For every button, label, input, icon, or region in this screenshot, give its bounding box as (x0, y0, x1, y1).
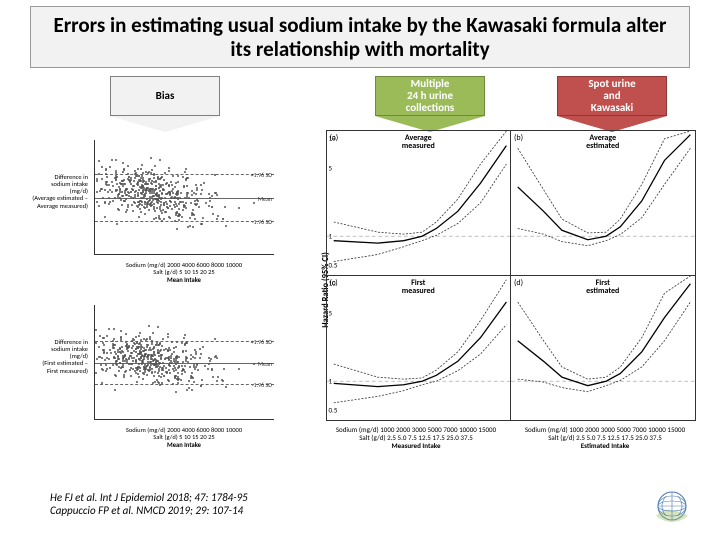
arrow-spot: Spot urineandKawasaki (557, 76, 667, 132)
refline (95, 174, 274, 175)
refline-annot: -1.96 SD (252, 218, 272, 226)
hazard-panel-a: (a)Averagemeasured0.51510 (326, 130, 512, 276)
arrow-bias: Bias (110, 76, 220, 132)
hazard-grid: Hazard Ratio (95% CI) (a)Averagemeasured… (300, 130, 695, 450)
scatter-bottom-plot: +1.96 SD Mean -1.96 SD (94, 305, 274, 420)
slide-title: Errors in estimating usual sodium intake… (30, 6, 690, 68)
scatter-bottom-xlabel: Sodium (mg/d) 2000 4000 6000 8000 10000S… (94, 427, 274, 450)
arrow-bias-label: Bias (110, 76, 220, 116)
refline-annot: Mean (258, 360, 272, 368)
scatter-top-ylabel: Difference insodium intake(mg/d)(Average… (30, 174, 88, 210)
scatter-column: Difference insodium intake(mg/d)(Average… (34, 130, 284, 460)
refline-annot: +1.96 SD (251, 338, 272, 346)
scatter-top: Difference insodium intake(mg/d)(Average… (34, 130, 284, 285)
scatter-top-plot: +1.96 SD Mean -1.96 SD (94, 140, 274, 255)
refline-annot: -1.96 SD (252, 381, 272, 389)
refline-annot: +1.96 SD (251, 171, 272, 179)
arrow-multi: Multiple24 h urinecollections (375, 76, 485, 132)
citation: He FJ et al. Int J Epidemiol 2018; 47: 1… (50, 491, 248, 519)
refline-annot: Mean (258, 195, 272, 203)
hazard-panel-d: (d)Firstestimated (510, 275, 696, 421)
scatter-bottom-ylabel: Difference insodium intake(mg/d)(First e… (30, 339, 88, 375)
arrow-spot-label: Spot urineandKawasaki (557, 76, 667, 116)
arrow-multi-label: Multiple24 h urinecollections (375, 76, 485, 116)
scatter-bottom: Difference insodium intake(mg/d)(First e… (34, 295, 284, 450)
who-logo (652, 486, 692, 526)
title-text: Errors in estimating usual sodium intake… (43, 13, 677, 61)
refline (95, 384, 274, 385)
citation-line1: He FJ et al. Int J Epidemiol 2018; 47: 1… (50, 491, 248, 505)
hazard-panel-c: (c)Firstmeasured0.51510 (326, 275, 512, 421)
hazard-panel-b: (b)Averageestimated (510, 130, 696, 276)
hazard-xlabel-left: Sodium (mg/d) 1000 2000 3000 5000 7000 1… (326, 426, 506, 450)
refline (95, 221, 274, 222)
citation-line2: Cappuccio FP et al. NMCD 2019; 29: 107-1… (50, 504, 248, 518)
hazard-xlabel-right: Sodium (mg/d) 1000 2000 3000 5000 7000 1… (515, 426, 695, 450)
scatter-top-xlabel: Sodium (mg/d) 2000 4000 6000 8000 10000S… (94, 262, 274, 285)
